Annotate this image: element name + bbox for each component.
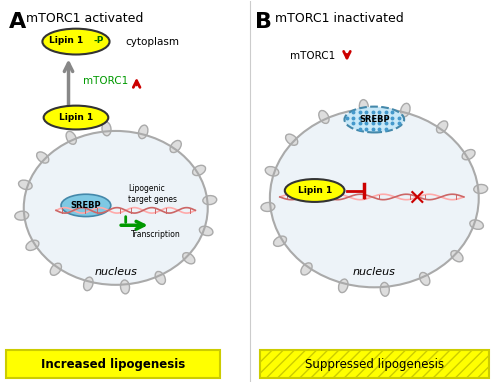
Polygon shape	[270, 109, 478, 287]
Ellipse shape	[155, 272, 166, 285]
Text: A: A	[9, 12, 26, 32]
Text: Transcription: Transcription	[130, 230, 180, 239]
Ellipse shape	[138, 125, 148, 139]
Ellipse shape	[474, 185, 488, 193]
Ellipse shape	[451, 250, 463, 262]
Ellipse shape	[170, 141, 181, 152]
Ellipse shape	[182, 253, 195, 264]
Text: SREBP: SREBP	[359, 115, 390, 124]
Ellipse shape	[286, 134, 298, 145]
Text: nucleus: nucleus	[94, 267, 137, 277]
Text: Lipin 1: Lipin 1	[59, 113, 93, 122]
Ellipse shape	[61, 194, 111, 216]
Ellipse shape	[344, 106, 404, 133]
Text: ✕: ✕	[408, 189, 426, 209]
Ellipse shape	[18, 180, 32, 190]
Ellipse shape	[360, 100, 368, 113]
Ellipse shape	[261, 203, 275, 211]
Ellipse shape	[301, 263, 312, 275]
Ellipse shape	[192, 165, 205, 175]
Text: B: B	[255, 12, 272, 32]
Ellipse shape	[265, 167, 279, 176]
Text: Lipin 1: Lipin 1	[49, 36, 83, 45]
Ellipse shape	[338, 279, 348, 293]
Text: Increased lipogenesis: Increased lipogenesis	[41, 358, 186, 371]
Ellipse shape	[200, 226, 213, 236]
Ellipse shape	[50, 263, 62, 275]
Text: mTORC1: mTORC1	[84, 76, 128, 86]
Text: cytoplasm: cytoplasm	[126, 37, 180, 47]
Text: mTORC1: mTORC1	[290, 51, 335, 62]
Ellipse shape	[36, 152, 49, 163]
Ellipse shape	[400, 103, 410, 117]
Ellipse shape	[470, 220, 484, 229]
FancyBboxPatch shape	[6, 350, 220, 378]
Ellipse shape	[26, 240, 39, 250]
Ellipse shape	[420, 272, 430, 285]
Ellipse shape	[42, 29, 110, 54]
Ellipse shape	[102, 122, 111, 136]
Text: SREBP: SREBP	[70, 201, 101, 210]
Ellipse shape	[44, 106, 108, 129]
Ellipse shape	[380, 282, 390, 296]
Ellipse shape	[66, 131, 76, 144]
Ellipse shape	[274, 236, 286, 246]
Text: nucleus: nucleus	[353, 267, 396, 277]
Ellipse shape	[436, 121, 448, 133]
Text: -P: -P	[94, 36, 104, 45]
Ellipse shape	[203, 196, 216, 205]
Ellipse shape	[285, 179, 344, 202]
Ellipse shape	[462, 149, 475, 160]
Text: mTORC1 inactivated: mTORC1 inactivated	[275, 12, 404, 25]
Text: mTORC1 activated: mTORC1 activated	[26, 12, 144, 25]
Ellipse shape	[15, 211, 28, 220]
Text: Lipin 1: Lipin 1	[298, 186, 332, 195]
Ellipse shape	[319, 110, 329, 123]
Ellipse shape	[84, 277, 93, 291]
FancyBboxPatch shape	[260, 350, 488, 378]
Text: Lipogenic
target genes: Lipogenic target genes	[128, 184, 177, 204]
Text: Suppressed lipogenesis: Suppressed lipogenesis	[304, 358, 444, 371]
Ellipse shape	[120, 280, 130, 294]
Polygon shape	[24, 131, 208, 285]
